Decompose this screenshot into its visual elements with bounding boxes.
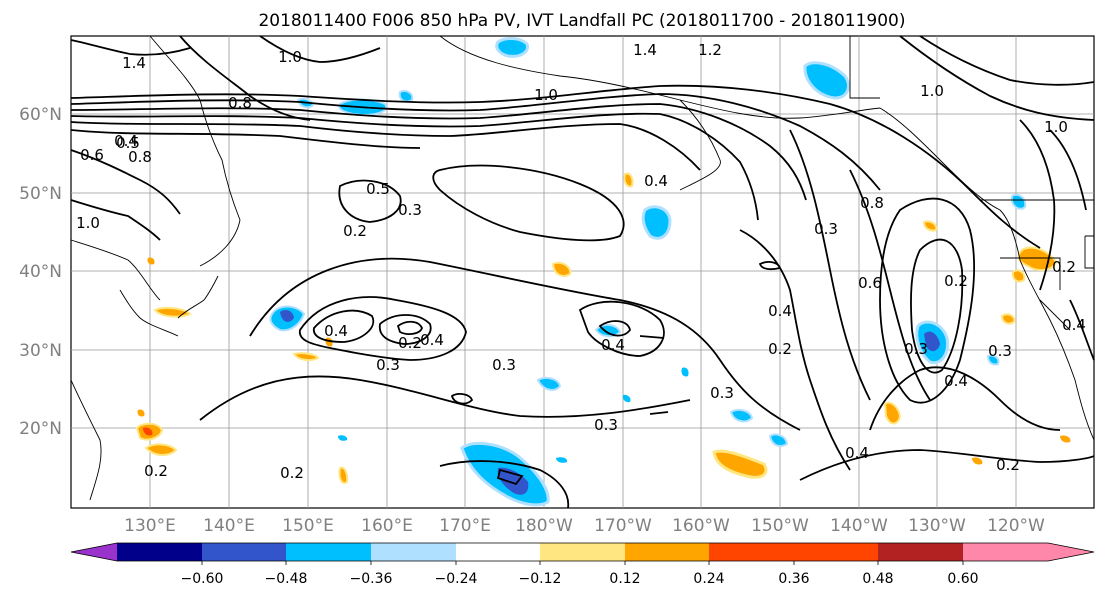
contour-label: 0.6 xyxy=(858,274,882,292)
contour-label: 0.3 xyxy=(492,356,516,374)
colorbar-bin xyxy=(878,543,963,561)
contour-label: 0.2 xyxy=(944,272,968,290)
colorbar-bin xyxy=(456,543,540,561)
contour-label: 1.4 xyxy=(122,54,146,72)
lon-label: 160°W xyxy=(672,516,730,536)
colorbar: −0.60 −0.48 −0.36 −0.24 −0.12 0.12 0.24 … xyxy=(70,542,1095,587)
contour-label: 1.0 xyxy=(534,86,558,104)
latitude-labels: 60°N 50°N 40°N 30°N 20°N xyxy=(19,105,62,439)
colorbar-bin xyxy=(709,543,794,561)
lon-label: 140°E xyxy=(203,516,255,536)
colorbar-ticks xyxy=(201,561,964,565)
contour-label: 0.3 xyxy=(904,340,928,358)
colorbar-tick-label: −0.12 xyxy=(519,571,562,587)
contour-label: 0.3 xyxy=(594,416,618,434)
lon-label: 170°E xyxy=(439,516,491,536)
contour-label: 0.4 xyxy=(601,336,625,354)
contour-label: 0.4 xyxy=(944,372,968,390)
contour-label: 0.3 xyxy=(988,342,1012,360)
contour-label: 0.2 xyxy=(398,334,422,352)
lon-label: 180°W xyxy=(515,516,573,536)
lon-label: 120°W xyxy=(987,516,1045,536)
contour-label: 0.6 xyxy=(80,146,104,164)
contour-label: 0.8 xyxy=(128,148,152,166)
lat-label: 20°N xyxy=(19,419,62,439)
colorbar-bin xyxy=(371,543,456,561)
contour-label: 0.2 xyxy=(280,464,304,482)
figure-title: 2018011400 F006 850 hPa PV, IVT Landfall… xyxy=(258,11,905,31)
colorbar-bin xyxy=(202,543,286,561)
colorbar-tick-label: −0.36 xyxy=(350,571,393,587)
lon-label: 130°W xyxy=(908,516,966,536)
colorbar-bin xyxy=(540,543,625,561)
colorbar-tick-label: 0.24 xyxy=(693,571,724,587)
lon-label: 150°W xyxy=(751,516,809,536)
contour-label: 0.3 xyxy=(710,384,734,402)
lat-label: 40°N xyxy=(19,262,62,282)
longitude-labels: 130°E 140°E 150°E 160°E 170°E 180°W 170°… xyxy=(124,516,1045,536)
contour-label: 1.4 xyxy=(633,41,657,59)
contour-label: 0.2 xyxy=(996,456,1020,474)
lon-label: 140°W xyxy=(830,516,888,536)
contour-label-group: 1.4 1.0 1.2 1.4 0.8 1.0 0.5 0.8 0.6 1.0 … xyxy=(76,41,1086,482)
contour-label: 0.8 xyxy=(860,194,884,212)
contour-label: 1.0 xyxy=(76,214,100,232)
contour-label: 1.0 xyxy=(278,48,302,66)
lat-label: 50°N xyxy=(19,184,62,204)
contour-label: 0.8 xyxy=(228,94,252,112)
contour-label: 0.4 xyxy=(845,444,869,462)
contour-label: 0.5 xyxy=(116,134,140,152)
contour-label: 0.3 xyxy=(376,356,400,374)
colorbar-tick-label: 0.60 xyxy=(947,571,978,587)
colorbar-bin xyxy=(794,543,878,561)
contour-label: 1.0 xyxy=(920,82,944,100)
contour-label: 0.3 xyxy=(398,201,422,219)
colorbar-bin xyxy=(286,543,371,561)
contour-label: 0.4 xyxy=(768,302,792,320)
colorbar-tick-label: −0.24 xyxy=(435,571,478,587)
colorbar-extend-left xyxy=(71,543,117,561)
lon-label: 170°W xyxy=(594,516,652,536)
colorbar-extend-right xyxy=(1048,543,1094,561)
colorbar-tick-label: −0.48 xyxy=(265,571,308,587)
contour-label: 0.4 xyxy=(1062,316,1086,334)
pv-shading xyxy=(135,37,1071,507)
map-panel: 1.4 1.0 1.2 1.4 0.8 1.0 0.5 0.8 0.6 1.0 … xyxy=(70,35,1095,509)
contour-label: 0.5 xyxy=(366,180,390,198)
contour-label: 1.2 xyxy=(698,41,722,59)
colorbar-tick-label: 0.48 xyxy=(862,571,893,587)
pv-contours xyxy=(70,35,1095,509)
contour-label: 0.3 xyxy=(814,220,838,238)
colorbar-outline xyxy=(70,542,1095,562)
map-frame xyxy=(70,35,1095,509)
colorbar-tick-label: 0.36 xyxy=(778,571,809,587)
colorbar-bin xyxy=(963,543,1048,561)
lon-label: 160°E xyxy=(361,516,413,536)
lon-label: 130°E xyxy=(124,516,176,536)
contour-label: 0.4 xyxy=(420,331,444,349)
contour-label: 0.2 xyxy=(144,462,168,480)
colorbar-bin xyxy=(117,543,202,561)
contour-label: 0.2 xyxy=(768,340,792,358)
contour-label: 0.4 xyxy=(644,172,668,190)
colorbar-bin xyxy=(625,543,709,561)
lat-label: 60°N xyxy=(19,105,62,125)
contour-label: 0.4 xyxy=(114,132,138,150)
lat-label: 30°N xyxy=(19,341,62,361)
colorbar-tick-label: −0.60 xyxy=(181,571,224,587)
lon-label: 150°E xyxy=(282,516,334,536)
contour-label: 0.2 xyxy=(343,222,367,240)
contour-label: 0.4 xyxy=(324,322,348,340)
contour-label: 0.2 xyxy=(1052,258,1076,276)
contour-label: 1.0 xyxy=(1044,118,1068,136)
colorbar-tick-label: 0.12 xyxy=(609,571,640,587)
